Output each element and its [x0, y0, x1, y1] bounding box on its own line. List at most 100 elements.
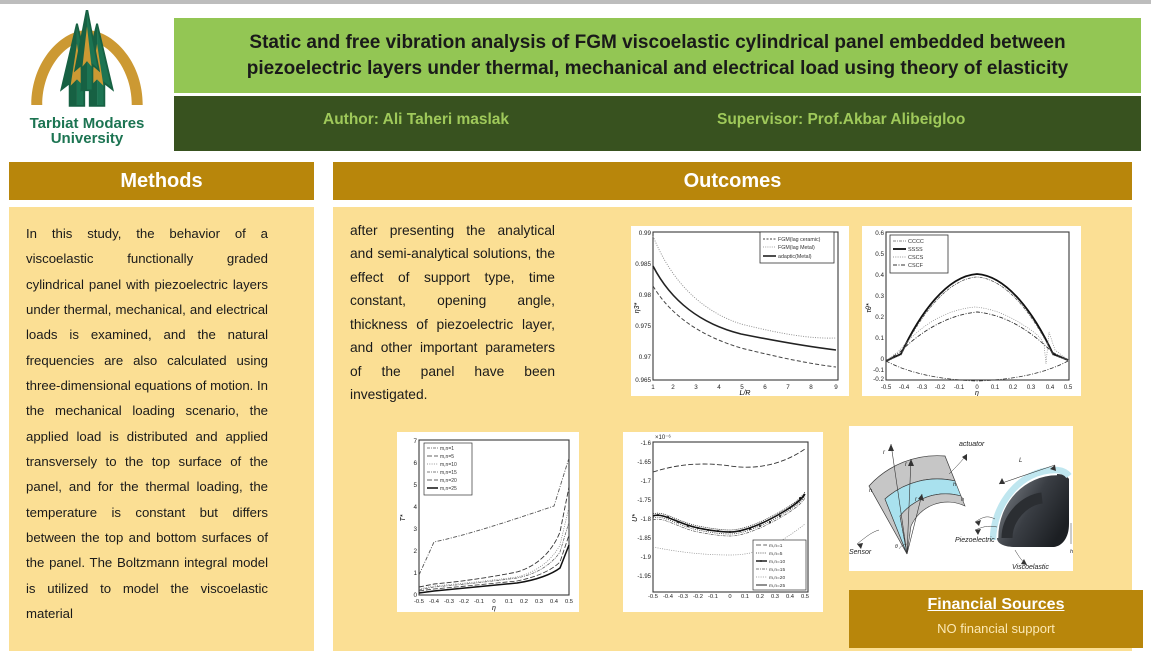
- svg-text:-0.5: -0.5: [648, 594, 658, 600]
- svg-text:adaptic(Metal): adaptic(Metal): [778, 254, 812, 260]
- svg-text:η3*: η3*: [634, 302, 641, 313]
- svg-text:-1.6: -1.6: [641, 441, 652, 447]
- svg-text:CSCF: CSCF: [908, 263, 924, 269]
- svg-text:L/R: L/R: [740, 390, 751, 396]
- svg-text:-1.65: -1.65: [637, 460, 651, 466]
- svg-text:-1.7: -1.7: [641, 479, 652, 485]
- svg-text:4: 4: [717, 384, 721, 391]
- svg-text:0: 0: [880, 356, 884, 363]
- svg-text:m,n=20: m,n=20: [769, 575, 785, 581]
- svg-text:0.1: 0.1: [741, 594, 749, 600]
- svg-text:0.3: 0.3: [875, 293, 884, 300]
- svg-text:0: 0: [728, 594, 731, 600]
- svg-text:h: h: [869, 488, 872, 494]
- svg-text:m,n=10: m,n=10: [769, 559, 785, 565]
- svg-text:L: L: [1019, 458, 1022, 464]
- svg-text:CCCC: CCCC: [908, 239, 924, 245]
- svg-text:m,n=25: m,n=25: [769, 583, 785, 589]
- svg-text:5: 5: [413, 482, 417, 489]
- svg-text:0.5: 0.5: [1064, 385, 1073, 391]
- svg-text:0.965: 0.965: [635, 377, 651, 384]
- svg-text:-0.2: -0.2: [693, 594, 703, 600]
- svg-text:-0.4: -0.4: [663, 594, 674, 600]
- svg-text:m,n=10: m,n=10: [440, 462, 457, 468]
- svg-text:-0.3: -0.3: [917, 385, 928, 391]
- svg-text:m,n=25: m,n=25: [440, 486, 457, 492]
- svg-text:1: 1: [651, 384, 655, 391]
- svg-text:-0.4: -0.4: [429, 599, 440, 605]
- svg-text:2: 2: [671, 384, 675, 391]
- svg-text:0.6: 0.6: [875, 230, 884, 237]
- svg-text:Viscoelastic: Viscoelastic: [1012, 564, 1049, 571]
- svg-text:0: 0: [413, 592, 417, 599]
- svg-text:-0.1: -0.1: [954, 385, 965, 391]
- svg-text:h: h: [1070, 549, 1073, 555]
- svg-text:-0.2: -0.2: [935, 385, 946, 391]
- svg-text:0.4: 0.4: [1046, 385, 1055, 391]
- svg-text:0.1: 0.1: [875, 335, 884, 342]
- svg-text:-0.2: -0.2: [873, 376, 884, 383]
- svg-text:-0.4: -0.4: [899, 385, 910, 391]
- svg-text:-1.75: -1.75: [637, 498, 651, 504]
- svg-text:9: 9: [834, 384, 838, 391]
- svg-text:-0.1: -0.1: [474, 599, 484, 605]
- svg-text:0.2: 0.2: [520, 599, 528, 605]
- svg-text:3: 3: [694, 384, 698, 391]
- svg-text:η: η: [975, 390, 979, 396]
- svg-text:1: 1: [413, 570, 417, 577]
- svg-text:6: 6: [413, 460, 417, 467]
- svg-text:h: h: [953, 482, 956, 488]
- svg-text:0.985: 0.985: [635, 261, 651, 268]
- svg-text:m,n=1: m,n=1: [440, 446, 454, 452]
- svg-text:-0.3: -0.3: [444, 599, 454, 605]
- svg-text:-0.1: -0.1: [873, 367, 884, 374]
- svg-text:m,n=15: m,n=15: [769, 567, 785, 573]
- svg-text:0.5: 0.5: [875, 251, 884, 258]
- svg-text:-1.85: -1.85: [637, 536, 651, 542]
- svg-text:0.2: 0.2: [756, 594, 764, 600]
- svg-text:m,n=5: m,n=5: [769, 551, 783, 557]
- svg-text:0.975: 0.975: [635, 323, 651, 330]
- svg-text:m,n=15: m,n=15: [440, 470, 457, 476]
- svg-text:0.3: 0.3: [771, 594, 779, 600]
- svg-text:T*: T*: [400, 514, 407, 521]
- svg-text:FGM(lag ceramic): FGM(lag ceramic): [778, 237, 821, 243]
- svg-text:SSSS: SSSS: [908, 247, 923, 253]
- svg-text:0.99: 0.99: [639, 230, 652, 237]
- svg-text:0.3: 0.3: [535, 599, 543, 605]
- svg-text:2: 2: [413, 548, 417, 555]
- svg-text:θ: θ: [895, 544, 898, 550]
- svg-text:CSCS: CSCS: [908, 255, 924, 261]
- svg-text:-0.3: -0.3: [678, 594, 688, 600]
- svg-text:4: 4: [413, 504, 417, 511]
- svg-text:h: h: [961, 497, 964, 503]
- svg-text:FGM(lag Metal): FGM(lag Metal): [778, 245, 815, 251]
- svg-text:6: 6: [763, 384, 767, 391]
- svg-text:3: 3: [413, 526, 417, 533]
- svg-text:0.1: 0.1: [505, 599, 513, 605]
- svg-text:0.4: 0.4: [875, 272, 884, 279]
- svg-text:0.4: 0.4: [550, 599, 559, 605]
- svg-text:U*: U*: [632, 514, 639, 522]
- svg-text:-1.8: -1.8: [641, 517, 652, 523]
- svg-text:τθ*: τθ*: [866, 303, 873, 312]
- svg-text:actuator: actuator: [959, 441, 985, 448]
- svg-text:0.2: 0.2: [1009, 385, 1018, 391]
- svg-text:-1.95: -1.95: [637, 574, 651, 580]
- svg-text:Piezoelectric: Piezoelectric: [955, 537, 995, 544]
- svg-text:0.97: 0.97: [639, 354, 652, 361]
- svg-text:8: 8: [809, 384, 813, 391]
- svg-text:7: 7: [786, 384, 790, 391]
- svg-text:-1.9: -1.9: [641, 555, 652, 561]
- svg-text:-0.5: -0.5: [881, 385, 892, 391]
- svg-text:×10⁻⁶: ×10⁻⁶: [655, 434, 671, 441]
- svg-text:m,n=1: m,n=1: [769, 543, 783, 549]
- svg-text:0.5: 0.5: [565, 599, 573, 605]
- svg-text:0.3: 0.3: [1027, 385, 1036, 391]
- svg-text:m,n=20: m,n=20: [440, 478, 457, 484]
- svg-text:m,n=5: m,n=5: [440, 454, 454, 460]
- svg-text:0.4: 0.4: [786, 594, 795, 600]
- svg-text:Sensor: Sensor: [849, 549, 872, 556]
- svg-text:-0.1: -0.1: [708, 594, 718, 600]
- svg-text:η: η: [492, 605, 496, 612]
